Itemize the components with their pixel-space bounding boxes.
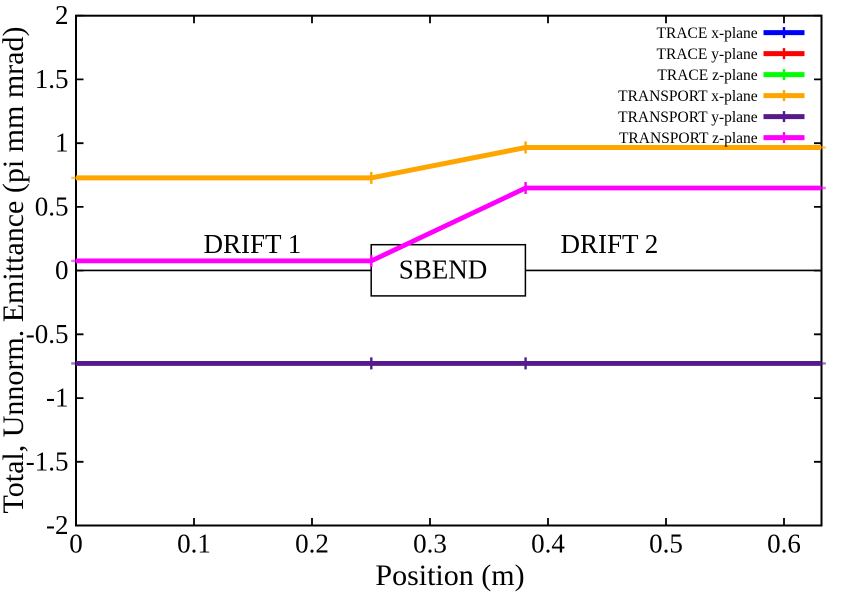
svg-text:0.2: 0.2 bbox=[295, 529, 329, 559]
svg-text:0: 0 bbox=[69, 529, 83, 559]
svg-text:DRIFT 1: DRIFT 1 bbox=[204, 229, 302, 259]
svg-text:1: 1 bbox=[55, 128, 69, 158]
svg-text:0.1: 0.1 bbox=[177, 529, 211, 559]
svg-text:TRACE y-plane: TRACE y-plane bbox=[657, 46, 758, 63]
svg-text:-1.5: -1.5 bbox=[26, 446, 69, 476]
svg-text:TRACE z-plane: TRACE z-plane bbox=[657, 67, 757, 84]
svg-text:1.5: 1.5 bbox=[35, 64, 69, 94]
svg-text:0: 0 bbox=[55, 255, 69, 285]
svg-text:0.5: 0.5 bbox=[35, 191, 69, 221]
svg-text:2: 2 bbox=[55, 0, 69, 30]
svg-text:0.4: 0.4 bbox=[531, 529, 565, 559]
svg-text:0.3: 0.3 bbox=[413, 529, 447, 559]
svg-text:-1: -1 bbox=[46, 383, 69, 413]
svg-text:SBEND: SBEND bbox=[399, 255, 488, 285]
svg-text:DRIFT 2: DRIFT 2 bbox=[561, 229, 659, 259]
svg-text:0.5: 0.5 bbox=[649, 529, 683, 559]
svg-text:TRACE x-plane: TRACE x-plane bbox=[657, 25, 758, 42]
svg-text:-2: -2 bbox=[46, 510, 69, 540]
svg-text:TRANSPORT y-plane: TRANSPORT y-plane bbox=[618, 109, 758, 126]
svg-text:0.6: 0.6 bbox=[767, 529, 801, 559]
svg-text:TRANSPORT x-plane: TRANSPORT x-plane bbox=[618, 88, 758, 105]
svg-text:Total, Unnorm. Emittance (pi m: Total, Unnorm. Emittance (pi mm mrad) bbox=[0, 27, 30, 514]
svg-text:Position (m): Position (m) bbox=[375, 559, 524, 592]
svg-text:-0.5: -0.5 bbox=[26, 319, 69, 349]
svg-text:TRANSPORT z-plane: TRANSPORT z-plane bbox=[619, 130, 758, 147]
